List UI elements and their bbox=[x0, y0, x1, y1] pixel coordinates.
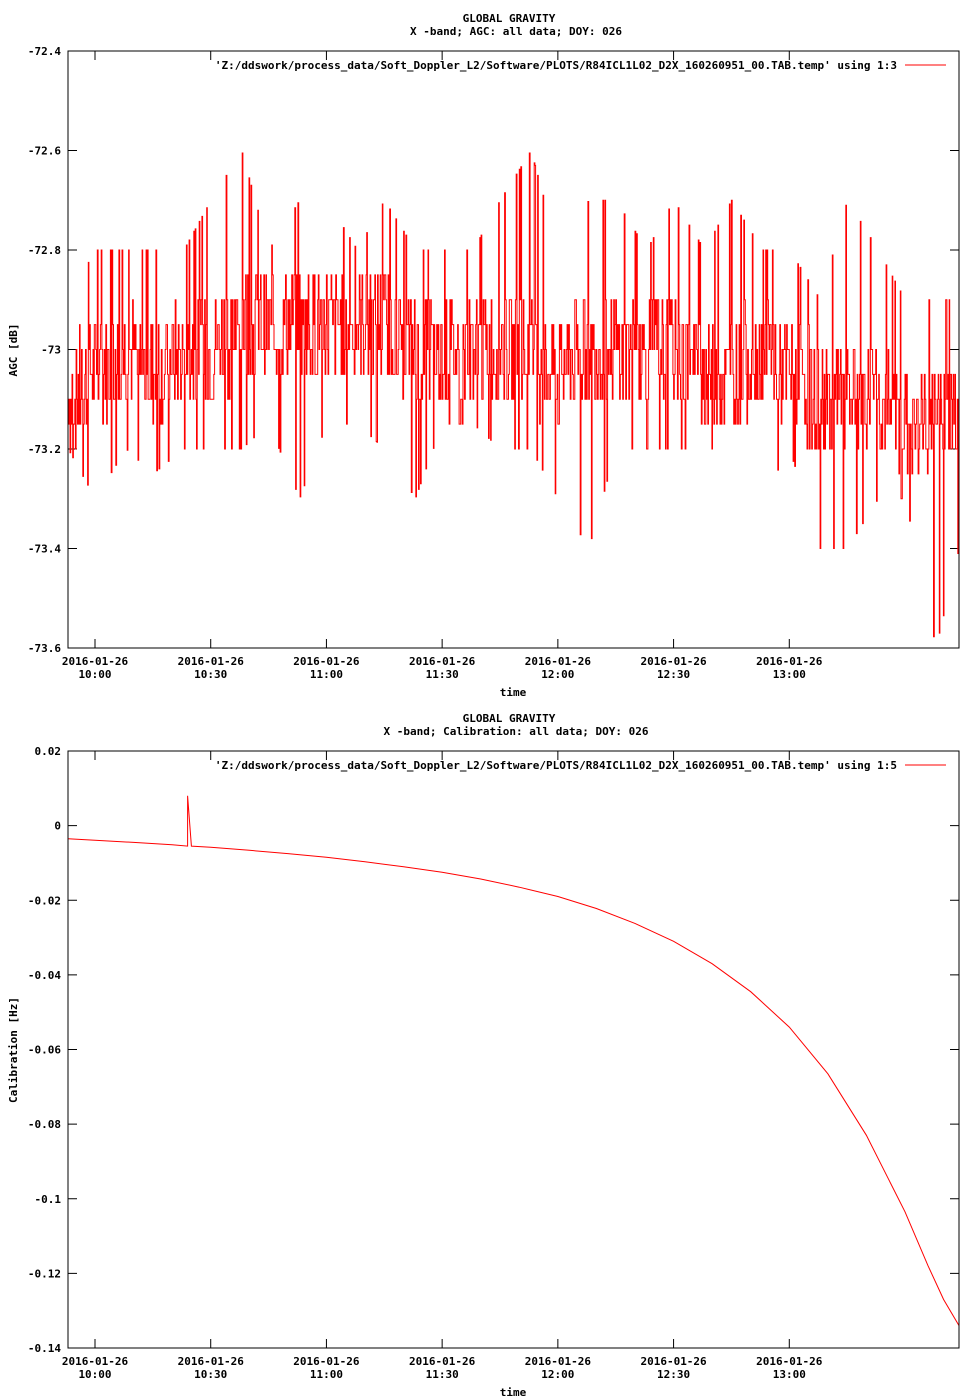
x-tick-date: 2016-01-26 bbox=[62, 1355, 129, 1368]
x-tick-date: 2016-01-26 bbox=[178, 1355, 245, 1368]
agc-chart: GLOBAL GRAVITY X -band; AGC: all data; D… bbox=[7, 12, 960, 699]
x-tick-date: 2016-01-26 bbox=[293, 655, 360, 668]
x-tick-date: 2016-01-26 bbox=[756, 1355, 823, 1368]
x-tick-time: 13:00 bbox=[773, 1368, 806, 1381]
x-tick-time: 11:30 bbox=[426, 1368, 459, 1381]
y-tick-label: -0.14 bbox=[28, 1342, 61, 1355]
legend-label: 'Z:/ddswork/process_data/Soft_Doppler_L2… bbox=[215, 59, 897, 72]
y-tick-label: -0.1 bbox=[35, 1193, 62, 1206]
x-tick-date: 2016-01-26 bbox=[640, 655, 707, 668]
chart-subtitle: X -band; Calibration: all data; DOY: 026 bbox=[384, 725, 649, 738]
x-tick-time: 10:00 bbox=[78, 668, 111, 681]
y-tick-label: -0.08 bbox=[28, 1118, 61, 1131]
x-tick-time: 11:30 bbox=[426, 668, 459, 681]
x-tick-time: 11:00 bbox=[310, 1368, 343, 1381]
x-tick-date: 2016-01-26 bbox=[525, 1355, 592, 1368]
y-tick-label: -0.06 bbox=[28, 1044, 61, 1057]
x-tick-date: 2016-01-26 bbox=[409, 1355, 476, 1368]
x-tick-date: 2016-01-26 bbox=[62, 655, 129, 668]
chart-title: GLOBAL GRAVITY bbox=[463, 12, 556, 25]
y-axis-label: AGC [dB] bbox=[7, 324, 20, 377]
chart-marks: 0.020-0.02-0.04-0.06-0.08-0.1-0.12-0.142… bbox=[28, 745, 960, 1381]
y-tick-label: -72.8 bbox=[28, 244, 61, 257]
calibration-chart: GLOBAL GRAVITY X -band; Calibration: all… bbox=[7, 712, 960, 1399]
series-line bbox=[67, 795, 960, 1326]
x-axis-label: time bbox=[500, 1386, 527, 1399]
x-tick-date: 2016-01-26 bbox=[525, 655, 592, 668]
series-line bbox=[68, 152, 959, 638]
x-tick-date: 2016-01-26 bbox=[178, 655, 245, 668]
chart-title: GLOBAL GRAVITY bbox=[463, 712, 556, 725]
legend-label: 'Z:/ddswork/process_data/Soft_Doppler_L2… bbox=[215, 759, 897, 772]
y-tick-label: -73.2 bbox=[28, 443, 61, 456]
y-tick-label: -0.04 bbox=[28, 969, 61, 982]
y-tick-label: -72.6 bbox=[28, 145, 61, 158]
x-tick-time: 10:30 bbox=[194, 1368, 227, 1381]
x-tick-time: 12:30 bbox=[657, 668, 690, 681]
y-tick-label: -73.4 bbox=[28, 543, 61, 556]
y-tick-label: -0.02 bbox=[28, 894, 61, 907]
y-tick-label: -73.6 bbox=[28, 642, 61, 655]
plot-frame bbox=[67, 750, 960, 1349]
x-tick-time: 12:00 bbox=[541, 668, 574, 681]
x-axis-label: time bbox=[500, 686, 527, 699]
chart-marks: -72.4-72.6-72.8-73-73.2-73.4-73.62016-01… bbox=[28, 45, 959, 681]
y-axis-label: Calibration [Hz] bbox=[7, 997, 20, 1103]
x-tick-date: 2016-01-26 bbox=[409, 655, 476, 668]
x-tick-time: 12:30 bbox=[657, 1368, 690, 1381]
y-tick-label: 0.02 bbox=[35, 745, 62, 758]
x-tick-time: 11:00 bbox=[310, 668, 343, 681]
y-tick-label: -73 bbox=[41, 344, 61, 357]
chart-subtitle: X -band; AGC: all data; DOY: 026 bbox=[410, 25, 622, 38]
x-tick-time: 10:30 bbox=[194, 668, 227, 681]
x-tick-date: 2016-01-26 bbox=[293, 1355, 360, 1368]
plot-frame bbox=[67, 50, 960, 649]
y-tick-label: -72.4 bbox=[28, 45, 61, 58]
x-tick-date: 2016-01-26 bbox=[640, 1355, 707, 1368]
y-tick-label: 0 bbox=[54, 820, 61, 833]
y-tick-label: -0.12 bbox=[28, 1267, 61, 1280]
x-tick-time: 13:00 bbox=[773, 668, 806, 681]
x-tick-time: 10:00 bbox=[78, 1368, 111, 1381]
x-tick-date: 2016-01-26 bbox=[756, 655, 823, 668]
x-tick-time: 12:00 bbox=[541, 1368, 574, 1381]
